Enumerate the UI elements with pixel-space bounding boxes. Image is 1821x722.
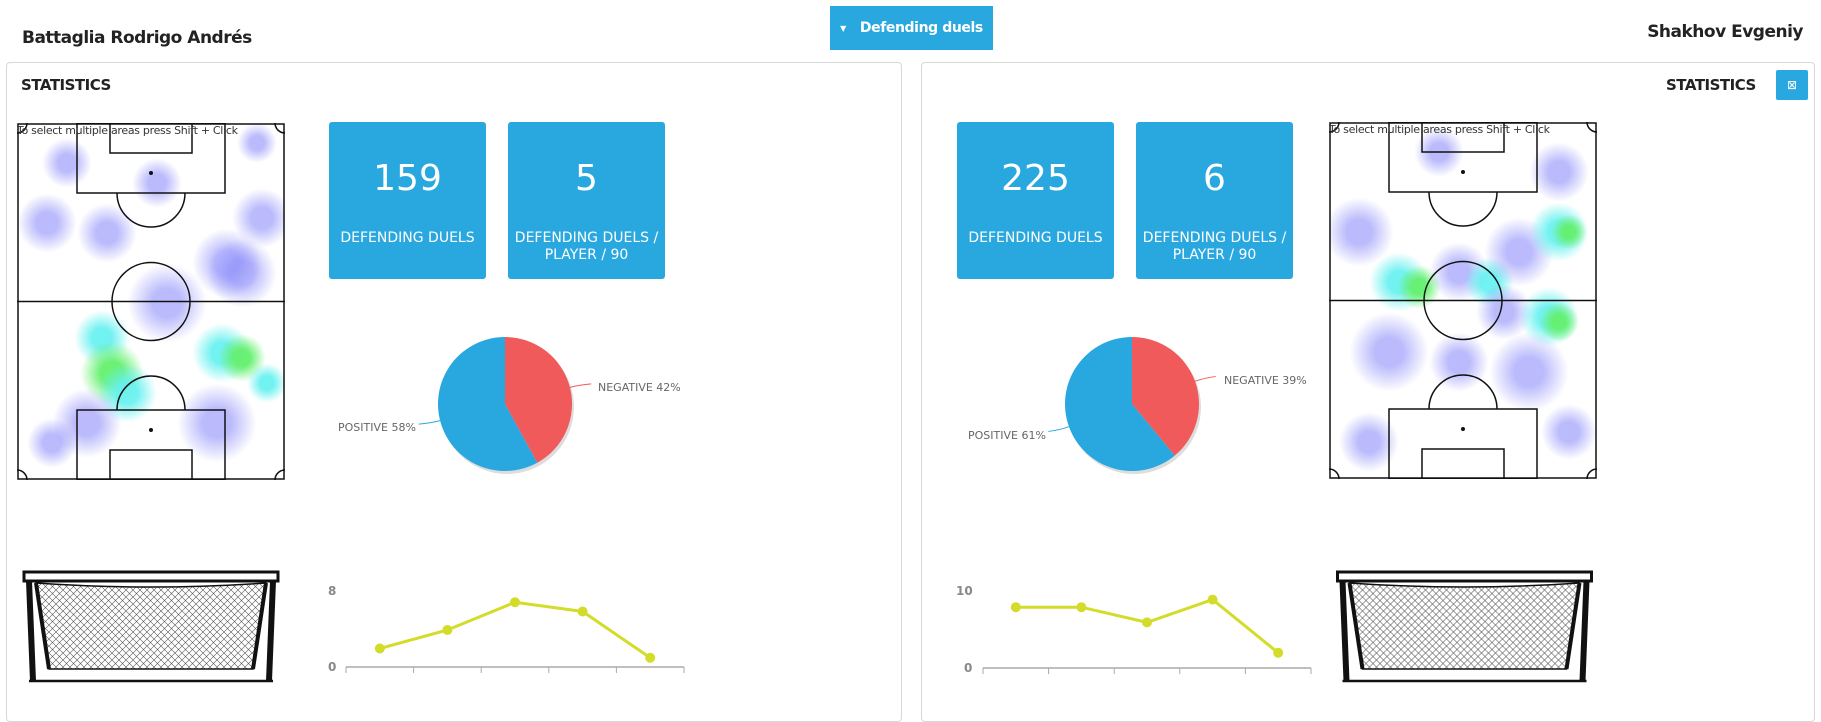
stat-value: 5 xyxy=(575,158,598,199)
right-heatmap-pitch[interactable]: To select multiple areas press Shift + C… xyxy=(1329,122,1597,479)
pie-connector xyxy=(418,420,441,425)
stat-box-defending-duels: 159 DEFENDING DUELS xyxy=(329,122,486,279)
stat-value: 159 xyxy=(373,158,442,199)
heat-blob xyxy=(1489,332,1569,412)
left-panel-title: STATISTICS xyxy=(21,76,111,94)
penalty-arc xyxy=(1428,191,1498,227)
stat-box-duels-per-90: 6 DEFENDING DUELS / PLAYER / 90 xyxy=(1136,122,1293,279)
pie-slice-positive xyxy=(438,337,538,471)
stat-label: DEFENDING DUELS xyxy=(968,230,1103,246)
left-heatmap-pitch[interactable]: To select multiple areas press Shift + C… xyxy=(17,123,285,480)
stat-label: DEFENDING DUELS / PLAYER / 90 xyxy=(1142,230,1287,263)
heat-blob xyxy=(1541,404,1597,460)
pie-slice-positive xyxy=(1064,337,1175,472)
heat-blob xyxy=(132,158,182,208)
dropdown-label: Defending duels xyxy=(859,20,983,36)
penalty-arc xyxy=(116,192,186,228)
y-tick-label: 0 xyxy=(964,661,973,675)
goal-side-bars xyxy=(34,582,268,670)
y-tick-label: 10 xyxy=(956,584,973,598)
stat-value: 225 xyxy=(1001,158,1070,199)
heat-blob xyxy=(77,203,137,263)
data-point xyxy=(1273,647,1284,658)
heat-blob xyxy=(1551,214,1587,250)
goal-box xyxy=(1421,122,1505,153)
goal-net xyxy=(1348,582,1581,670)
data-point xyxy=(1142,617,1152,628)
heat-blob xyxy=(17,193,77,253)
goal-icon xyxy=(22,570,280,683)
caret-down-icon: ▼ xyxy=(840,23,846,33)
left-player-name: Battaglia Rodrigo Andrés xyxy=(22,28,252,48)
close-button[interactable]: ⊠ xyxy=(1776,70,1808,100)
pie-connector xyxy=(1194,376,1216,382)
penalty-spot xyxy=(149,428,153,432)
metric-dropdown[interactable]: ▼ Defending duels xyxy=(830,6,993,50)
penalty-arc xyxy=(116,375,186,411)
penalty-spot xyxy=(1461,170,1465,174)
close-icon: ⊠ xyxy=(1786,78,1798,92)
pie-slice-negative xyxy=(1132,337,1199,456)
pitch-lines xyxy=(17,123,285,480)
goal-posts xyxy=(26,580,276,682)
pie-label-positive: POSITIVE 61% xyxy=(968,429,1046,442)
data-point xyxy=(1076,602,1087,613)
goal-box xyxy=(109,123,193,154)
stat-label: DEFENDING DUELS / PLAYER / 90 xyxy=(514,230,659,263)
goal-net xyxy=(35,582,267,670)
right-pie-chart xyxy=(1048,337,1216,474)
y-tick-label: 8 xyxy=(328,584,337,598)
center-circle xyxy=(1423,260,1503,341)
penalty-box xyxy=(1388,122,1538,193)
stat-label: DEFENDING DUELS xyxy=(340,230,475,246)
stat-value: 6 xyxy=(1203,158,1226,199)
y-tick-label: 0 xyxy=(328,660,337,674)
heat-blob xyxy=(42,138,92,188)
goal-box xyxy=(109,449,193,480)
goal-box xyxy=(1421,448,1505,479)
pie-label-positive: POSITIVE 58% xyxy=(338,421,416,434)
heat-blob xyxy=(1349,312,1429,392)
penalty-box xyxy=(1388,408,1538,479)
heat-blob xyxy=(207,238,277,308)
goal-crossbar xyxy=(22,570,280,583)
right-line-chart xyxy=(982,594,1312,674)
data-point xyxy=(645,652,656,663)
pitch-hint: To select multiple areas press Shift + C… xyxy=(1329,123,1550,136)
data-point xyxy=(1207,594,1218,605)
left-line-chart xyxy=(345,597,685,673)
stat-box-defending-duels: 225 DEFENDING DUELS xyxy=(957,122,1114,279)
goal-icon xyxy=(1336,570,1593,683)
pie-label-negative: NEGATIVE 39% xyxy=(1224,374,1307,387)
pie-connector xyxy=(1048,426,1070,432)
stat-box-duels-per-90: 5 DEFENDING DUELS / PLAYER / 90 xyxy=(508,122,665,279)
heat-blob xyxy=(1529,142,1589,202)
penalty-box xyxy=(76,409,226,480)
penalty-spot xyxy=(149,171,153,175)
goal-crossbar xyxy=(1336,570,1593,583)
pie-slice-negative xyxy=(505,337,573,463)
pie-connector xyxy=(569,383,592,388)
pitch-hint: To select multiple areas press Shift + C… xyxy=(17,124,238,137)
right-player-name: Shakhov Evgeniy xyxy=(1647,22,1803,42)
goal-posts xyxy=(1339,580,1590,682)
penalty-spot xyxy=(1461,427,1465,431)
left-pie-chart xyxy=(418,337,592,474)
pie-label-negative: NEGATIVE 42% xyxy=(598,381,681,394)
heat-blob xyxy=(247,363,285,403)
heat-blob xyxy=(27,418,77,468)
goal-side-bars xyxy=(1347,582,1582,670)
right-panel-title: STATISTICS xyxy=(1666,76,1756,94)
penalty-box xyxy=(76,123,226,194)
pitch-lines xyxy=(1329,122,1597,479)
heat-blob xyxy=(237,123,277,163)
data-point xyxy=(442,625,453,635)
center-circle xyxy=(111,261,191,342)
data-point xyxy=(1010,602,1021,613)
heat-blob xyxy=(1429,332,1489,392)
data-point xyxy=(374,643,385,654)
data-point xyxy=(577,606,588,617)
data-point xyxy=(510,597,520,608)
penalty-arc xyxy=(1428,374,1498,410)
